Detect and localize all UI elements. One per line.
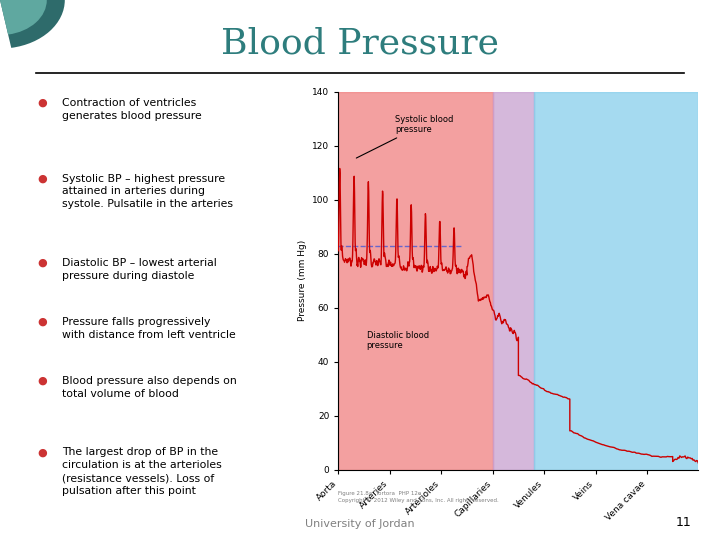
Text: 11: 11 [675,516,691,529]
Text: ●: ● [38,317,48,327]
Text: ●: ● [38,98,48,108]
Text: Systolic BP – highest pressure
attained in arteries during
systole. Pulsatile in: Systolic BP – highest pressure attained … [62,174,233,210]
Text: ●: ● [38,376,48,386]
Text: ●: ● [38,448,48,457]
Text: Pressure falls progressively
with distance from left ventricle: Pressure falls progressively with distan… [62,317,236,340]
Bar [338,92,492,470]
Text: Systolic blood
pressure: Systolic blood pressure [356,114,454,158]
Text: Contraction of ventricles
generates blood pressure: Contraction of ventricles generates bloo… [62,98,202,120]
Text: Blood pressure also depends on
total volume of blood: Blood pressure also depends on total vol… [62,376,237,399]
Text: Diastolic blood
pressure: Diastolic blood pressure [366,330,429,350]
Text: The largest drop of BP in the
circulation is at the arterioles
(resistance vesse: The largest drop of BP in the circulatio… [62,448,222,496]
Text: University of Jordan: University of Jordan [305,519,415,529]
Text: ●: ● [38,174,48,184]
Bar [492,92,534,470]
Text: ●: ● [38,258,48,268]
Text: Blood Pressure: Blood Pressure [221,27,499,61]
Y-axis label: Pressure (mm Hg): Pressure (mm Hg) [297,240,307,321]
Text: Diastolic BP – lowest arterial
pressure during diastole: Diastolic BP – lowest arterial pressure … [62,258,217,281]
Text: Figure 21.8a  Tortora  PHP 12e
Copyright © 2012 Wiley and Sons, Inc. All rights : Figure 21.8a Tortora PHP 12e Copyright ©… [338,491,499,503]
Bar [534,92,698,470]
